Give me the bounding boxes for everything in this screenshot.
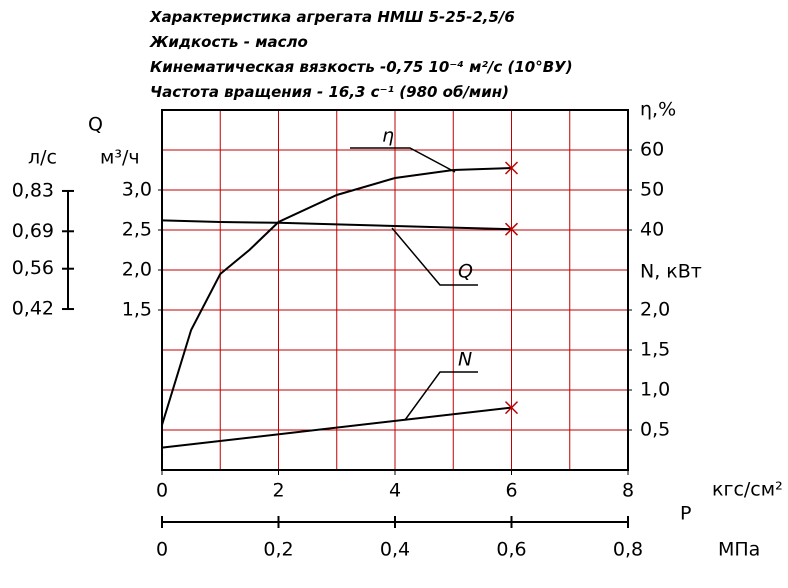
end-marker — [504, 161, 519, 175]
x-tick-label: 6 — [505, 480, 517, 502]
eta-axis-label: η,% — [640, 99, 676, 121]
title-line: Кинематическая вязкость -0,75 10⁻⁴ м²/с … — [150, 58, 573, 76]
y-ls-tick-label: 0,56 — [12, 257, 54, 279]
end-marker — [504, 222, 519, 236]
title-line: Характеристика агрегата НМШ 5-25-2,5/6 — [149, 8, 515, 26]
y-tick-label: 2,5 — [122, 219, 152, 241]
series-label: N — [458, 349, 472, 371]
n-tick-label: 2,0 — [640, 299, 670, 321]
end-marker — [504, 401, 519, 415]
y-tick-label: 2,0 — [122, 259, 152, 281]
y-ls-tick-label: 0,69 — [12, 220, 54, 242]
y-tick-label: 3,0 — [122, 179, 152, 201]
n-tick-label: 0,5 — [640, 419, 670, 441]
x2-unit: МПа — [718, 539, 760, 561]
x-tick-label: 2 — [272, 480, 284, 502]
x2-tick-label: 0,6 — [496, 539, 526, 561]
x2-tick-label: 0,8 — [613, 539, 643, 561]
y-unit: м³/ч — [100, 147, 140, 169]
x-tick-label: 0 — [156, 480, 168, 502]
y-ls-tick-label: 0,42 — [12, 298, 54, 320]
n-tick-label: 1,5 — [640, 339, 670, 361]
series-line — [161, 406, 512, 449]
label-leader — [391, 227, 478, 286]
y-ls-unit: л/с — [28, 147, 57, 169]
x-tick-label: 8 — [622, 480, 634, 502]
eta-tick-label: 60 — [640, 139, 664, 161]
series-label: Q — [458, 261, 473, 283]
x2-tick-label: 0 — [156, 539, 168, 561]
n-axis-label: N, кВт — [640, 261, 702, 283]
x2-tick-label: 0,2 — [263, 539, 293, 561]
x-axis-label: P — [680, 503, 691, 525]
label-leader — [350, 147, 456, 173]
label-leader — [404, 371, 478, 421]
eta-tick-label: 50 — [640, 179, 664, 201]
title-line: Жидкость - масло — [149, 33, 308, 51]
x-tick-label: 4 — [389, 480, 401, 502]
x-unit: кгс/см² — [712, 479, 783, 501]
y-tick-label: 1,5 — [122, 299, 152, 321]
y-axis-label: Q — [88, 114, 103, 136]
series-label: η — [382, 125, 394, 147]
n-tick-label: 1,0 — [640, 379, 670, 401]
eta-tick-label: 40 — [640, 219, 664, 241]
y-ls-tick-label: 0,83 — [12, 179, 54, 201]
series-line — [161, 219, 512, 231]
x2-tick-label: 0,4 — [380, 539, 410, 561]
title-line: Частота вращения - 16,3 с⁻¹ (980 об/мин) — [150, 83, 509, 101]
